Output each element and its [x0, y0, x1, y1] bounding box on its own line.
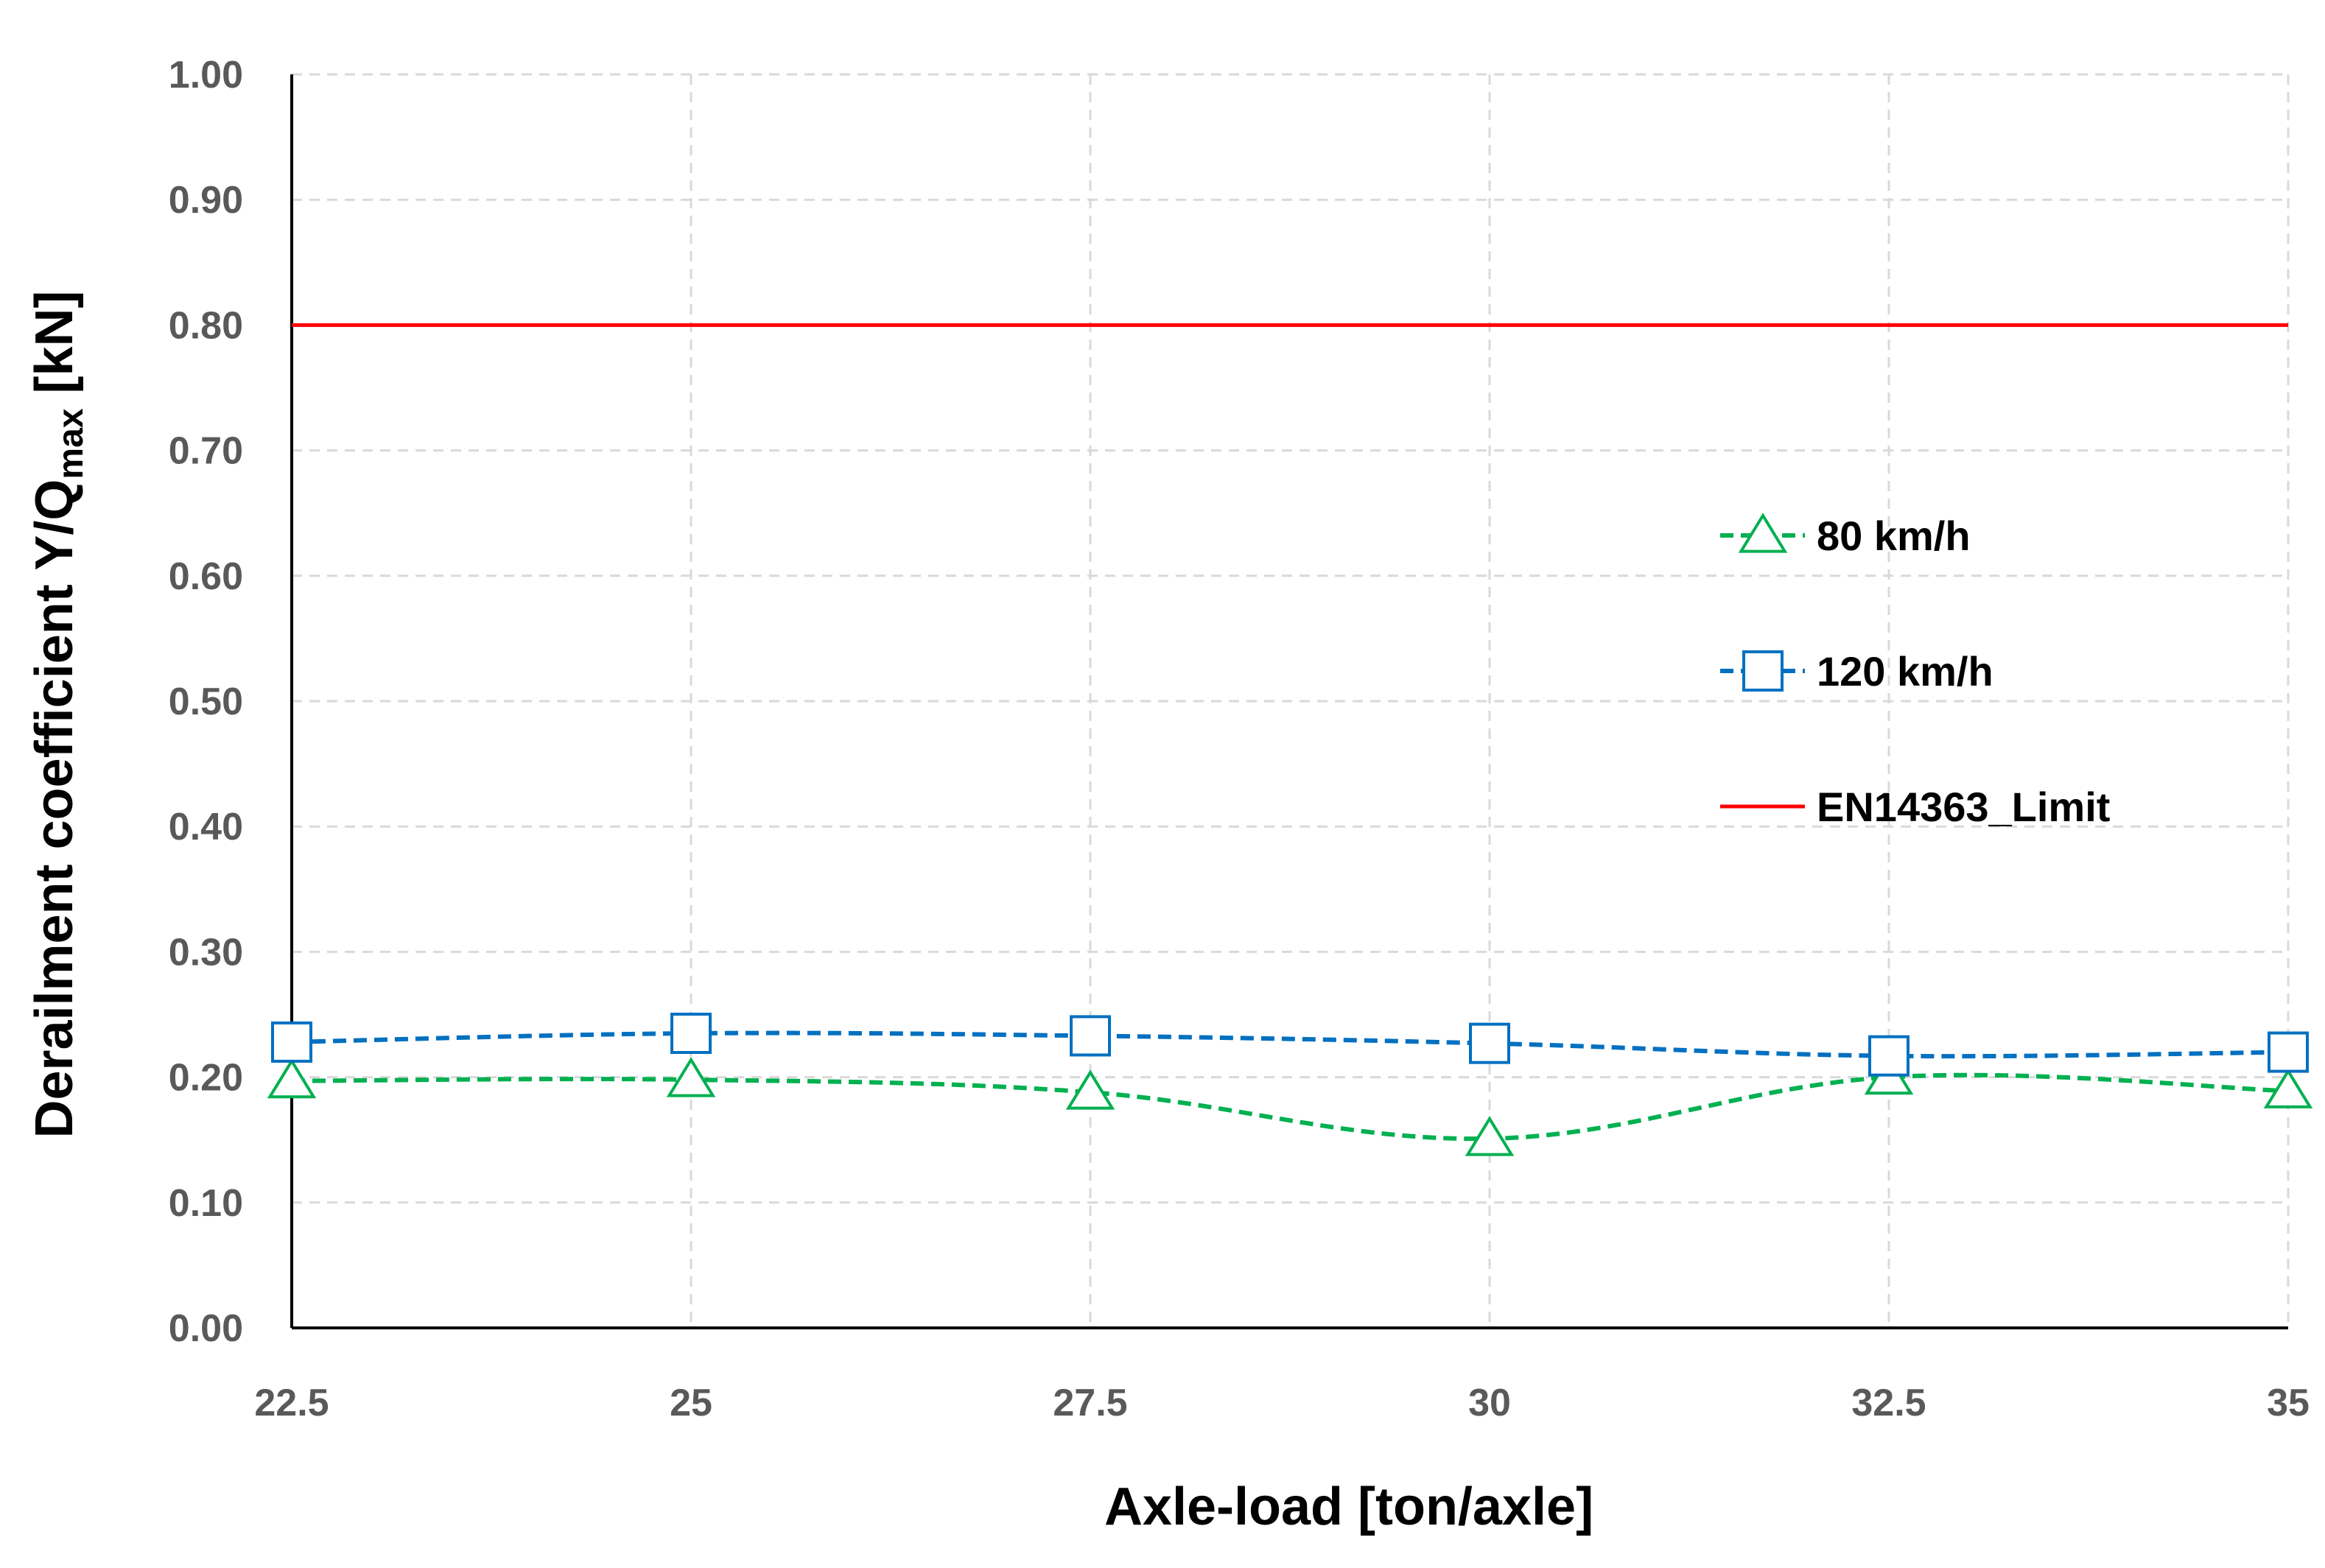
- data-point: [267, 1058, 317, 1099]
- x-tick-labels: 22.5 25 27.5 30 32.5 35: [254, 1382, 2310, 1424]
- legend-label: 80 km/h: [1817, 513, 1971, 559]
- y-tick-label: 0.50: [169, 681, 243, 723]
- y-tick-label: 1.00: [169, 54, 243, 96]
- series-line: [291, 1072, 2289, 1142]
- y-tick-labels: 0.00 0.10 0.20 0.30 0.40 0.50 0.60 0.70 0.80 0.90…: [169, 54, 243, 1350]
- y-axis-title-main: Derailment coefficient Y/Q: [25, 479, 84, 1139]
- data-point: [670, 1013, 712, 1055]
- series-120-km-h: [271, 1013, 2309, 1077]
- y-tick-label: 0.90: [169, 179, 243, 222]
- legend-item: 120 km/h: [1720, 648, 1993, 695]
- data-point: [1868, 1035, 1910, 1077]
- y-tick-label: 0.80: [169, 304, 243, 347]
- series-layer: [267, 323, 2313, 1156]
- x-tick-label: 30: [1468, 1382, 1511, 1424]
- legend-label: 120 km/h: [1817, 648, 1993, 695]
- y-axis-title-unit: [kN]: [25, 290, 84, 408]
- legend-label: EN14363_Limit: [1817, 784, 2110, 830]
- y-tick-label: 0.70: [169, 430, 243, 473]
- grid-lines: [292, 73, 2290, 1328]
- series-80-km-h: [267, 1054, 2313, 1156]
- y-tick-label: 0.40: [169, 806, 243, 848]
- x-tick-label: 32.5: [1851, 1382, 1926, 1424]
- y-tick-label: 0.30: [169, 931, 243, 974]
- x-axis-title: Axle-load [ton/axle]: [1104, 1477, 1593, 1536]
- y-axis-title-subscript: max: [52, 408, 91, 479]
- data-point: [2263, 1068, 2313, 1108]
- axes: [290, 74, 2288, 1329]
- y-tick-label: 0.20: [169, 1057, 243, 1100]
- y-tick-label: 0.60: [169, 555, 243, 598]
- legend-marker: [1742, 650, 1784, 692]
- data-point: [1469, 1022, 1510, 1064]
- legend-item: EN14363_Limit: [1720, 784, 2110, 830]
- data-point: [1065, 1069, 1115, 1110]
- x-tick-label: 25: [670, 1382, 712, 1424]
- data-point: [271, 1021, 312, 1063]
- y-tick-label: 0.10: [169, 1182, 243, 1225]
- x-tick-label: 35: [2267, 1382, 2310, 1424]
- legend-item: 80 km/h: [1720, 513, 1971, 559]
- legend-marker: [1738, 513, 1788, 553]
- series-line: [291, 1030, 2289, 1059]
- x-tick-label: 27.5: [1053, 1382, 1127, 1424]
- y-tick-label: 0.00: [169, 1307, 243, 1350]
- legend: 80 km/h 120 km/h EN14363_Limit: [1720, 513, 2110, 830]
- y-axis-title: Derailment coefficient Y/Qmax [kN]: [25, 290, 91, 1138]
- x-tick-label: 22.5: [254, 1382, 329, 1424]
- data-point: [1070, 1015, 1111, 1057]
- data-point: [666, 1057, 716, 1097]
- data-point: [1465, 1116, 1515, 1156]
- data-point: [2268, 1031, 2309, 1073]
